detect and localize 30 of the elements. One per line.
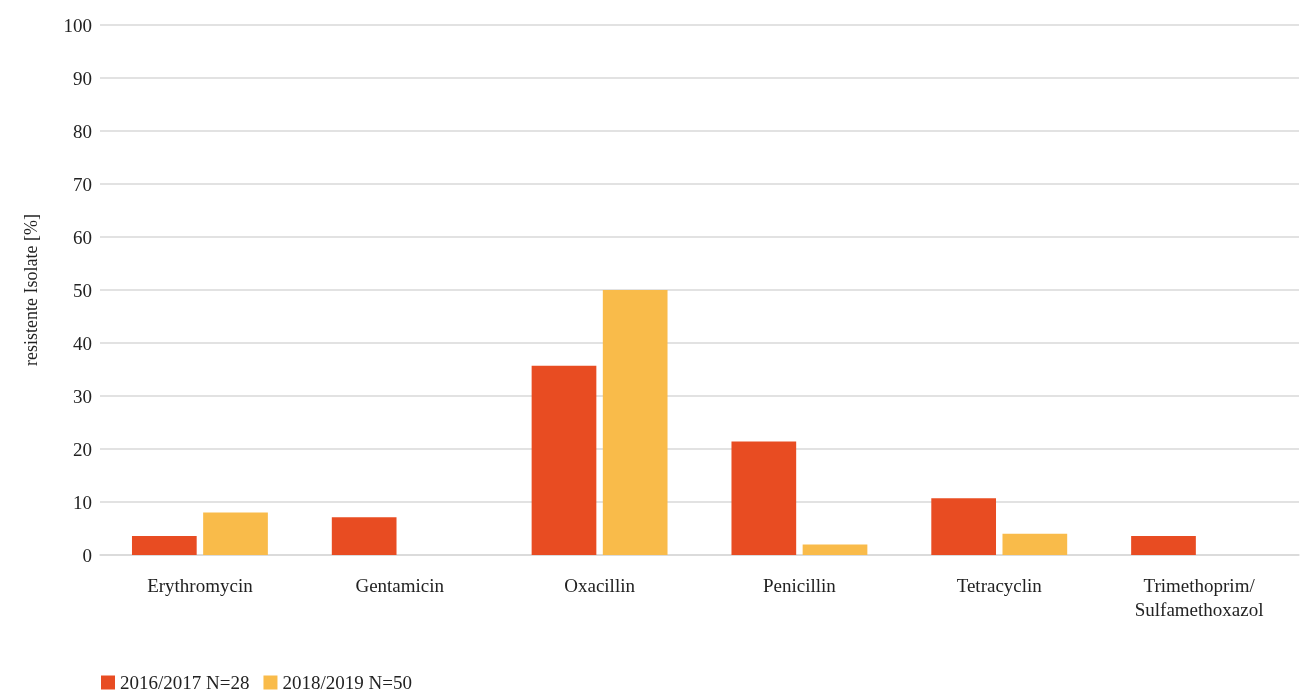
bar — [931, 498, 997, 555]
legend-label: 2018/2019 N=50 — [282, 672, 412, 693]
x-tick-label: Trimethoprim/Sulfamethoxazol — [1134, 574, 1264, 620]
x-tick-label: Penicillin — [763, 574, 837, 596]
y-tick-label: 20 — [73, 438, 92, 460]
bar — [1002, 533, 1068, 555]
x-tick-label: Erythromycin — [147, 574, 254, 596]
x-tick-label: Gentamicin — [355, 574, 445, 596]
x-tick-label: Tetracyclin — [956, 574, 1043, 596]
y-tick-label: 90 — [73, 67, 92, 89]
bar — [1131, 535, 1196, 555]
y-tick-label: 40 — [73, 332, 92, 354]
bar — [531, 365, 597, 555]
legend-label: 2016/2017 N=28 — [120, 672, 250, 693]
y-tick-label: 10 — [73, 491, 92, 513]
y-tick-label: 0 — [82, 544, 92, 566]
bar — [731, 441, 797, 555]
y-tick-label: 50 — [73, 279, 92, 301]
y-tick-label: 80 — [73, 120, 92, 142]
y-axis-title: resistente Isolate [%] — [21, 214, 41, 366]
bar — [131, 535, 197, 555]
y-tick-label: 30 — [73, 385, 92, 407]
bar — [802, 544, 868, 555]
y-tick-label: 70 — [73, 173, 92, 195]
y-tick-label: 100 — [63, 14, 92, 36]
bar — [331, 517, 397, 555]
bar — [203, 512, 268, 555]
y-tick-label: 60 — [73, 226, 92, 248]
bar — [602, 290, 668, 555]
x-tick-label: Oxacillin — [564, 574, 636, 596]
